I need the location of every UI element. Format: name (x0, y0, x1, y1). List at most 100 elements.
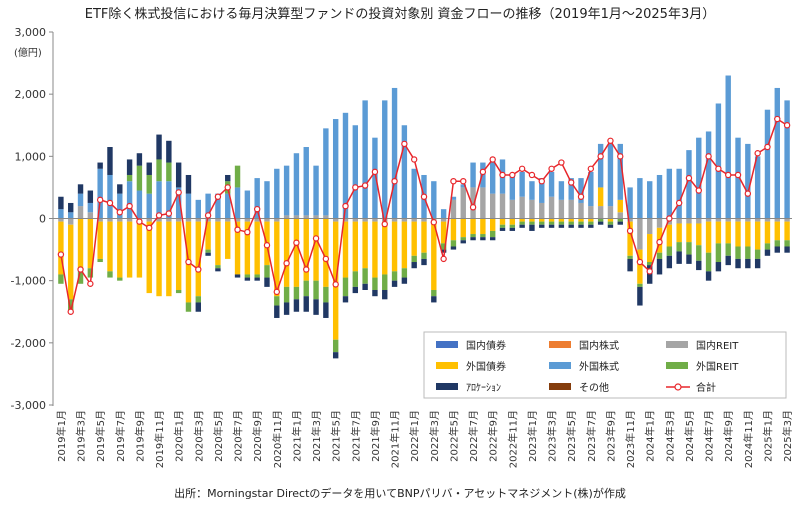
bar-segment (450, 199, 457, 219)
total-point (185, 258, 192, 266)
total-point (165, 210, 173, 217)
bar-segment (205, 221, 211, 250)
total-point (607, 137, 614, 144)
bar-segment (68, 218, 74, 225)
bar-segment (146, 221, 152, 294)
bar-segment (568, 178, 574, 200)
legend-marker (674, 383, 682, 391)
bar-segment (529, 224, 535, 231)
bar-segment (372, 289, 378, 297)
bar-segment (558, 199, 565, 219)
bar-segment (607, 143, 614, 207)
x-tick-label: 2022年1月 (408, 410, 421, 462)
bar-segment (784, 100, 790, 219)
bar-segment (323, 286, 329, 303)
y-tick-label: 3,000 (15, 26, 47, 39)
bar-segment (166, 218, 172, 222)
bar-segment (156, 218, 162, 222)
bar-segment (529, 218, 535, 222)
x-tick-label: 2024年3月 (663, 410, 676, 462)
bar-segment (597, 218, 604, 222)
bar-segment (411, 255, 417, 263)
bar-segment (676, 218, 682, 224)
bar-segment (784, 246, 790, 253)
x-tick-label: 2020年5月 (212, 410, 225, 462)
bar-segment (558, 224, 565, 228)
bar-segment (401, 221, 408, 269)
bar-segment (411, 168, 417, 219)
bar-segment (185, 218, 192, 222)
total-point (489, 156, 496, 163)
bar-segment (470, 187, 476, 219)
x-axis-ticks: 2019年1月 2019年3月 2019年5月 2019年7月 2019年9月 2019年… (55, 410, 794, 468)
total-point (734, 171, 742, 179)
bar-segment (185, 302, 192, 312)
total-point (744, 190, 752, 197)
bar-segment (313, 280, 319, 300)
total-point (391, 177, 398, 185)
bar-segment (342, 221, 349, 278)
bar-segment (293, 218, 300, 287)
total-point (410, 156, 418, 163)
bar-segment (509, 227, 516, 231)
total-point (754, 150, 761, 157)
y-tick-label: -2,000 (11, 337, 46, 350)
total-point (666, 215, 673, 222)
bar-segment (647, 218, 653, 235)
chart-title: ETF除く株式投信における毎月決算型ファンドの投資対象別 資金フローの推移（20… (85, 6, 715, 22)
legend-label: 国内債券 (466, 339, 506, 352)
bar-segment (372, 137, 378, 219)
bar-segment (686, 218, 692, 224)
total-point (518, 165, 526, 172)
bar-segment (754, 218, 761, 222)
bar-segment (136, 190, 143, 219)
bar-segment (362, 221, 368, 269)
bar-segment (754, 258, 761, 269)
total-point (106, 199, 114, 207)
total-point (479, 168, 487, 176)
legend-swatch (549, 362, 571, 369)
bar-segment (489, 218, 496, 231)
bar-segment (548, 196, 555, 219)
bar-segment (421, 252, 427, 259)
bar-segment (117, 221, 123, 278)
bar-segment (175, 218, 182, 222)
bar-segment (548, 218, 555, 222)
bar-segment (68, 202, 74, 213)
bar-segment (283, 302, 290, 315)
bar-segment (705, 221, 712, 253)
total-point (725, 171, 732, 179)
bar-segment (205, 193, 211, 219)
total-point (450, 177, 457, 185)
legend-box (423, 331, 787, 399)
bar-segment (382, 100, 388, 219)
bar-segment (244, 221, 251, 275)
x-tick-label: 2024年7月 (703, 410, 716, 462)
bar-segment (323, 215, 329, 219)
total-point (685, 174, 693, 182)
bar-segment (548, 171, 555, 197)
x-tick-label: 2020年9月 (251, 410, 264, 462)
bar-segment (234, 274, 241, 278)
bar-segment (764, 218, 771, 222)
bar-segment (637, 283, 643, 287)
bar-segment (303, 215, 309, 219)
total-point (499, 171, 506, 179)
bar-segment (735, 258, 741, 269)
bar-segment (774, 221, 780, 241)
bar-segment (87, 218, 94, 269)
bar-segment (745, 258, 751, 269)
bar-segment (332, 352, 339, 359)
bar-segment (401, 218, 408, 222)
bar-segment (283, 218, 290, 287)
bar-segment (519, 221, 525, 225)
total-point (204, 212, 212, 219)
bar-segment (372, 277, 378, 290)
bar-segment (696, 218, 702, 224)
total-point (77, 266, 84, 273)
bar-segment (362, 100, 368, 219)
bar-segment (391, 87, 398, 219)
total-point (401, 140, 408, 148)
bar-segment (382, 274, 388, 290)
total-point (253, 205, 261, 213)
